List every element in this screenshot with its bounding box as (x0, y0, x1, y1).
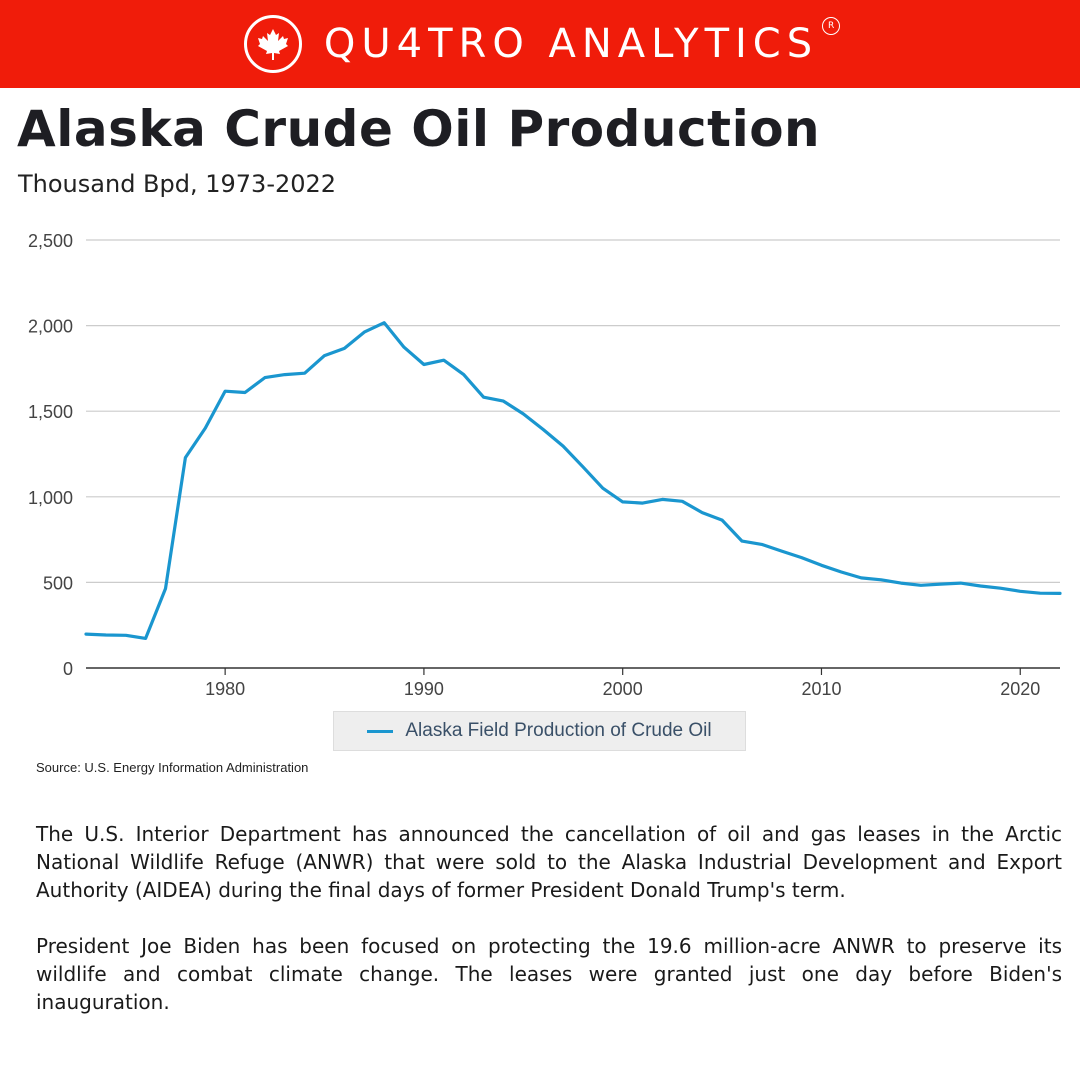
y-tick-label: 500 (43, 573, 73, 593)
line-chart: 0 500 1,000 1,500 2,000 2,500 1980 1990 2000 201… (28, 231, 1062, 699)
x-tick-label: 2020 (1000, 679, 1040, 699)
gridlines (86, 239, 1060, 583)
brand-name: QU4TRO ANALYTICS R (323, 17, 841, 67)
x-tick-label: 2010 (801, 679, 841, 699)
maple-leaf-icon (257, 29, 288, 60)
brand-name-text: QU4TRO ANALYTICS (323, 21, 819, 67)
source-note: Source: U.S. Energy Information Administ… (36, 760, 309, 775)
y-tick-label: 0 (63, 659, 73, 679)
y-tick-label: 2,500 (28, 231, 73, 251)
x-tick-label: 1980 (205, 679, 245, 699)
body-paragraph-1: The U.S. Interior Department has announc… (36, 822, 1062, 902)
page-title: Alaska Crude Oil Production (17, 100, 821, 158)
series-layer (84, 321, 1062, 640)
brand-header: QU4TRO ANALYTICS R (0, 0, 1080, 88)
y-axis-tick-labels: 0 500 1,000 1,500 2,000 2,500 (28, 231, 73, 679)
body-paragraph-2: President Joe Biden has been focused on … (36, 934, 1062, 1014)
y-tick-label: 1,000 (28, 488, 73, 508)
registered-mark: R (822, 17, 841, 35)
x-tick-label: 1990 (404, 679, 444, 699)
page-subtitle: Thousand Bpd, 1973-2022 (18, 170, 337, 198)
legend-label: Alaska Field Production of Crude Oil (405, 720, 712, 741)
series-line-alaska-field-production (84, 321, 1062, 640)
chart-legend: Alaska Field Production of Crude Oil (333, 711, 746, 751)
y-tick-label: 1,500 (28, 402, 73, 422)
legend-swatch (367, 729, 394, 733)
y-tick-label: 2,000 (28, 317, 73, 337)
maple-leaf-logo (243, 15, 302, 73)
x-axis-tick-labels: 1980 1990 2000 2010 2020 (205, 668, 1040, 699)
x-tick-label: 2000 (603, 679, 643, 699)
